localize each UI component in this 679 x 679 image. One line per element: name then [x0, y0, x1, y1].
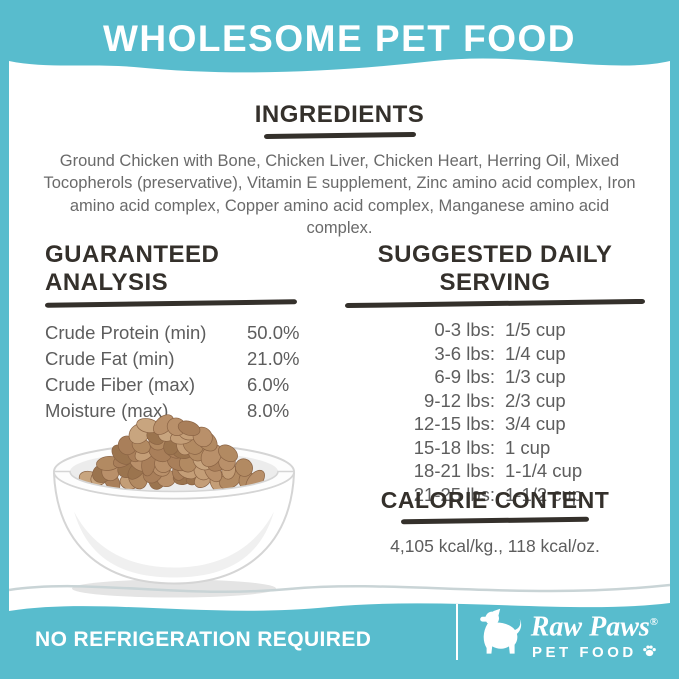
serving-range: 18-21 lbs:: [413, 460, 495, 481]
table-row: 6-9 lbs: 1/3 cup: [339, 365, 651, 389]
analysis-label: Crude Fat (min): [45, 348, 175, 369]
registered-mark: ®: [649, 615, 658, 628]
table-row: Crude Protein (min) 50.0%: [45, 320, 330, 346]
table-row: Crude Fat (min) 21.0%: [45, 346, 330, 372]
analysis-value: 50.0%: [247, 322, 300, 343]
dog-icon: [477, 606, 525, 663]
guaranteed-analysis-section: GUARANTEED ANALYSIS Crude Protein (min) …: [44, 241, 330, 424]
table-row: 0-3 lbs: 1/5 cup: [339, 318, 651, 342]
serving-amount: 1 cup: [505, 436, 551, 458]
daily-serving-section: SUGGESTED DAILY SERVING 0-3 lbs: 1/5 cup…: [339, 241, 651, 506]
page-title: WHOLESOME PET FOOD: [102, 18, 577, 59]
serving-amount: 1/4 cup: [505, 342, 566, 364]
serving-range: 3-6 lbs:: [434, 342, 495, 364]
brand-text: Raw Paws® PET FOOD: [531, 607, 658, 662]
paw-icon: [642, 643, 657, 662]
serving-amount: 1-1/2 cup: [505, 483, 583, 505]
analysis-label: Moisture (max): [45, 400, 169, 421]
ingredients-section: INGREDIENTS Ground Chicken with Bone, Ch…: [41, 101, 638, 239]
serving-range: 12-15 lbs:: [413, 413, 495, 434]
analysis-table: Crude Protein (min) 50.0% Crude Fat (min…: [45, 320, 330, 424]
table-row: Crude Fiber (max) 6.0%: [45, 372, 330, 398]
bowl-graphic: [52, 414, 296, 598]
brand-subtitle-text: PET FOOD: [532, 644, 637, 662]
serving-range: 0-3 lbs:: [434, 319, 495, 340]
brand-subtitle: PET FOOD: [531, 643, 658, 662]
table-row: 15-18 lbs: 1 cup: [339, 436, 651, 460]
analysis-label: Crude Fiber (max): [45, 374, 196, 395]
daily-serving-underline: [344, 298, 646, 309]
table-row: 18-21 lbs: 1-1/4 cup: [339, 459, 651, 483]
calorie-content-section: CALORIE CONTENT 4,105 kcal/kg., 118 kcal…: [339, 487, 651, 557]
analysis-value: 21.0%: [247, 348, 300, 369]
footer-divider: [456, 604, 458, 660]
daily-serving-heading: SUGGESTED DAILY SERVING: [377, 241, 613, 296]
analysis-value: 6.0%: [247, 374, 290, 395]
ingredients-text: Ground Chicken with Bone, Chicken Liver,…: [43, 152, 636, 237]
serving-amount: 1/3 cup: [505, 366, 566, 387]
serving-amount: 1/5 cup: [505, 319, 566, 340]
footer-banner: NO REFRIGERATION REQUIRED Raw Paws® PET …: [9, 574, 670, 670]
serving-range: 6-9 lbs:: [434, 366, 495, 387]
footer-wave-shape: [9, 583, 670, 670]
serving-range: 9-12 lbs:: [424, 389, 495, 411]
table-row: 9-12 lbs: 2/3 cup: [339, 389, 651, 413]
serving-amount: 3/4 cup: [505, 413, 566, 434]
table-row: 21-25 lbs: 1-1/2 cup: [339, 483, 651, 507]
serving-range: 21-25 lbs:: [413, 483, 495, 505]
serving-range: 15-18 lbs:: [413, 436, 495, 458]
brand-name: Raw Paws®: [531, 607, 658, 642]
calorie-content-text: 4,105 kcal/kg., 118 kcal/oz.: [390, 536, 600, 556]
serving-amount: 2/3 cup: [505, 389, 566, 411]
no-refrigeration-text: NO REFRIGERATION REQUIRED: [35, 628, 372, 651]
brand-logo: Raw Paws® PET FOOD: [477, 606, 658, 663]
table-row: 3-6 lbs: 1/4 cup: [339, 342, 651, 366]
ingredients-heading: INGREDIENTS: [254, 101, 425, 128]
header-wave-shape: [9, 9, 670, 73]
serving-table: 0-3 lbs: 1/5 cup 3-6 lbs: 1/4 cup 6-9 lb…: [339, 318, 651, 506]
analysis-label: Crude Protein (min): [45, 322, 207, 343]
kibble-pile: [78, 414, 265, 494]
kibble-bowl-image: [29, 389, 319, 604]
guaranteed-analysis-underline: [44, 299, 298, 308]
calorie-content-heading: CALORIE CONTENT: [380, 487, 610, 513]
ingredients-underline: [263, 131, 416, 140]
header-banner: WHOLESOME PET FOOD: [9, 9, 670, 104]
guaranteed-analysis-heading: GUARANTEED ANALYSIS: [45, 241, 220, 296]
analysis-value: 8.0%: [247, 400, 290, 421]
table-row: 12-15 lbs: 3/4 cup: [339, 412, 651, 436]
calorie-content-underline: [400, 516, 590, 525]
table-row: Moisture (max) 8.0%: [45, 398, 330, 424]
brand-name-text: Raw Paws: [530, 611, 650, 643]
serving-amount: 1-1/4 cup: [505, 460, 583, 481]
